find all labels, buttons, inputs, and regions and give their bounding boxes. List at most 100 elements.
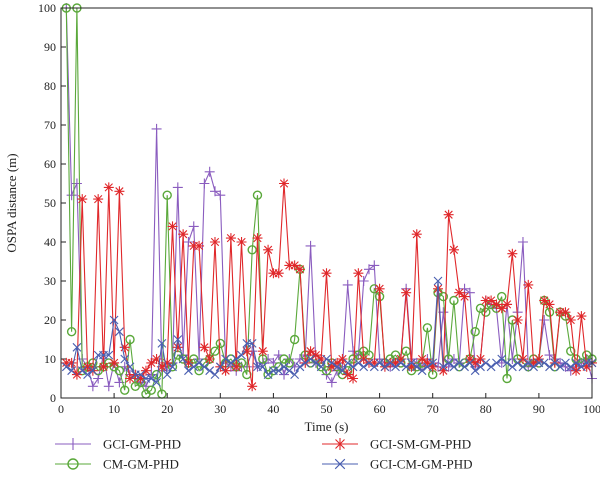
data-point <box>66 357 77 368</box>
legend-item-gci-cm-gm-phd: GCI-CM-GM-PHD <box>322 457 473 472</box>
data-point <box>395 354 406 364</box>
series-cm-gm-phd <box>61 3 597 399</box>
legend-label: GCI-GM-PHD <box>103 437 181 452</box>
data-point <box>300 358 310 368</box>
y-axis-ticks: 0 10 20 30 40 50 60 70 80 90 100 <box>38 1 66 405</box>
data-point <box>422 357 433 368</box>
data-point <box>401 362 411 372</box>
data-point <box>114 366 125 376</box>
x-tick-label: 70 <box>427 402 439 416</box>
y-tick-label: 30 <box>44 274 56 288</box>
x-tick-label: 10 <box>108 402 120 416</box>
data-point <box>544 299 555 310</box>
data-point <box>103 381 114 392</box>
data-point <box>125 362 135 372</box>
data-point <box>374 283 385 294</box>
x-tick-label: 30 <box>214 402 226 416</box>
data-point <box>438 362 448 372</box>
data-point <box>151 354 162 364</box>
data-point <box>289 334 300 345</box>
data-point <box>146 385 156 395</box>
x-tick-label: 60 <box>374 402 386 416</box>
x-tick-label: 0 <box>58 402 64 416</box>
data-point <box>67 366 77 376</box>
x-tick-label: 100 <box>583 402 600 416</box>
y-tick-label: 70 <box>44 118 56 132</box>
data-point <box>343 358 353 368</box>
data-point <box>294 264 305 275</box>
data-point <box>311 358 321 368</box>
legend-swatch-marker <box>334 458 346 470</box>
data-point <box>363 264 374 275</box>
data-point <box>492 358 501 368</box>
y-tick-label: 0 <box>50 391 56 405</box>
data-point <box>225 233 236 244</box>
data-point <box>184 366 193 376</box>
data-point <box>359 362 369 372</box>
data-point <box>204 166 215 177</box>
data-point <box>231 354 241 364</box>
data-point <box>476 362 485 372</box>
x-axis-ticks: 0 10 20 30 40 50 60 70 80 90 100 <box>58 393 600 416</box>
data-point <box>305 346 316 357</box>
data-point <box>417 366 427 376</box>
data-point <box>417 354 428 364</box>
data-point <box>247 381 258 392</box>
x-tick-label: 20 <box>161 402 173 416</box>
data-point <box>555 307 566 318</box>
data-point <box>194 366 204 376</box>
data-point <box>327 358 337 368</box>
data-point <box>411 229 422 240</box>
data-point <box>135 373 146 384</box>
data-point <box>358 354 369 364</box>
data-point <box>464 354 475 364</box>
data-point <box>284 260 295 271</box>
legend-item-cm-gm-phd: CM-GM-PHD <box>55 457 179 472</box>
data-point <box>209 186 220 197</box>
data-point <box>120 354 130 364</box>
series-line-cm-gm-phd <box>65 7 593 395</box>
data-point <box>576 362 586 372</box>
data-point <box>475 354 486 364</box>
data-point <box>539 358 549 368</box>
data-point <box>369 260 380 271</box>
data-point <box>151 123 162 134</box>
y-tick-label: 20 <box>44 313 56 327</box>
data-point <box>406 361 417 372</box>
data-point <box>380 362 390 372</box>
data-point <box>215 338 226 349</box>
data-point <box>125 334 135 345</box>
data-point <box>480 295 491 306</box>
data-point <box>390 357 401 368</box>
data-point <box>353 358 363 368</box>
data-point <box>486 295 497 306</box>
data-point <box>83 370 92 379</box>
data-point <box>215 362 225 372</box>
data-point <box>199 362 209 372</box>
data-point <box>199 178 210 189</box>
data-point <box>375 358 384 368</box>
data-point <box>183 237 194 247</box>
y-tick-label: 50 <box>44 196 56 210</box>
data-point <box>342 369 353 380</box>
data-point <box>310 350 321 361</box>
data-point <box>523 279 534 290</box>
data-point <box>496 303 507 314</box>
data-point <box>236 237 247 247</box>
data-point <box>465 358 475 368</box>
data-point <box>173 335 183 344</box>
data-point <box>66 190 77 201</box>
data-point <box>502 373 512 384</box>
data-point <box>194 240 205 251</box>
data-point <box>507 362 517 372</box>
data-point <box>241 346 252 357</box>
data-point <box>518 362 528 372</box>
data-point <box>433 276 443 286</box>
plot-frame <box>60 7 593 399</box>
data-point <box>338 366 347 376</box>
data-point <box>454 358 464 368</box>
data-point <box>194 358 204 368</box>
y-tick-label: 90 <box>44 40 56 54</box>
data-point <box>560 307 571 318</box>
